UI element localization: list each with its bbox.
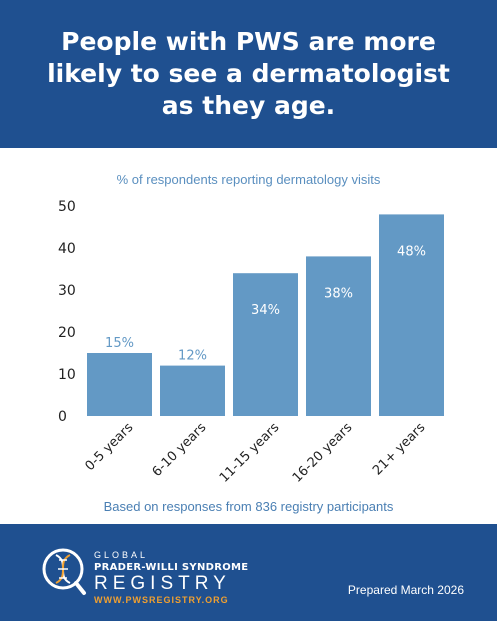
registry-logo-text: GLOBAL PRADER-WILLI SYNDROME REGISTRY WW… [94, 550, 248, 606]
x-category-label: 11-15 years [217, 420, 283, 486]
y-tick-label: 0 [58, 409, 67, 425]
header-banner: People with PWS are more likely to see a… [0, 0, 497, 148]
chart-subtitle: % of respondents reporting dermatology v… [116, 172, 381, 187]
y-tick-label: 10 [58, 367, 76, 383]
chart-footnote: Based on responses from 836 registry par… [103, 499, 394, 514]
headline: People with PWS are more likely to see a… [47, 27, 450, 120]
x-category-label: 0-5 years [82, 420, 136, 474]
logo-url[interactable]: WWW.PWSREGISTRY.ORG [94, 595, 229, 605]
bar [379, 214, 444, 416]
y-tick-label: 50 [58, 199, 76, 215]
bar-chart: 0 10 20 30 40 50 15% 0-5 years 12% 6-10 years 34% 1… [58, 199, 444, 486]
bar [233, 273, 298, 416]
bar-value-label: 38% [324, 286, 353, 301]
logo-syndrome-name: PRADER-WILLI SYNDROME [94, 562, 249, 573]
y-tick-label: 40 [58, 241, 76, 257]
x-category-label: 21+ years [370, 420, 428, 478]
logo-global: GLOBAL [94, 550, 149, 560]
dna-magnifier-logo-icon [42, 548, 86, 595]
bar-value-label: 48% [397, 244, 426, 259]
bar [306, 256, 371, 416]
y-tick-label: 30 [58, 283, 76, 299]
prepared-date: Prepared March 2026 [347, 583, 464, 597]
bar-value-label: 34% [251, 303, 280, 318]
y-tick-label: 20 [58, 325, 76, 341]
bar-value-label: 15% [105, 336, 134, 351]
bar [87, 353, 152, 416]
logo-registry: REGISTRY [94, 573, 231, 594]
footer: GLOBAL PRADER-WILLI SYNDROME REGISTRY WW… [0, 524, 497, 621]
x-category-label: 16-20 years [290, 420, 356, 486]
x-category-label: 6-10 years [150, 420, 210, 480]
bar [160, 365, 225, 416]
bar-value-label: 12% [178, 349, 207, 364]
